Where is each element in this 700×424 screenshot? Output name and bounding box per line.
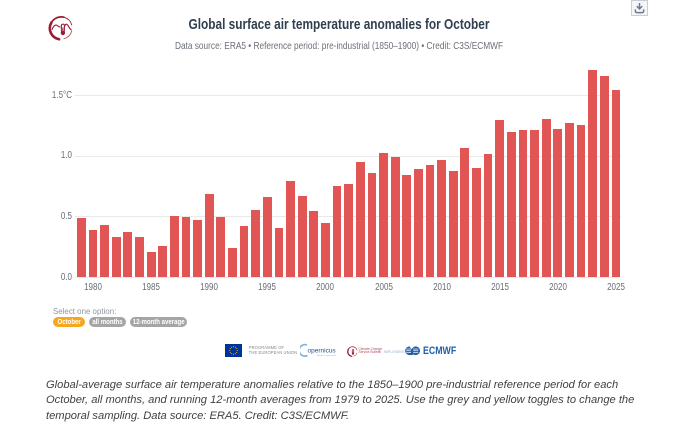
svg-text:opernicus: opernicus	[307, 347, 336, 354]
svg-text:Europe's eyes on Earth: Europe's eyes on Earth	[317, 354, 336, 357]
